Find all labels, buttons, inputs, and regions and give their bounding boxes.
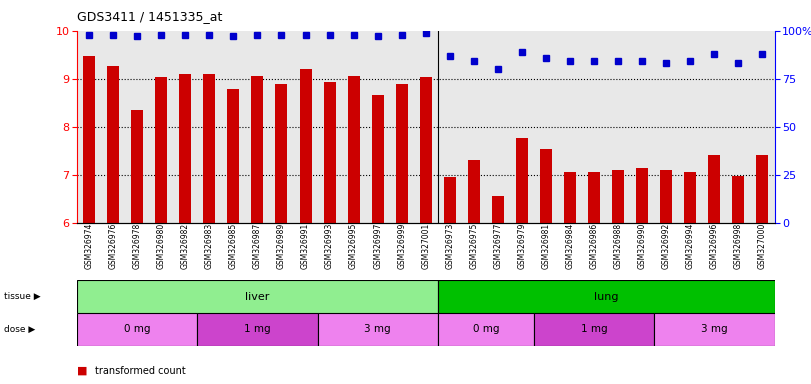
Text: GSM326993: GSM326993	[325, 223, 334, 269]
Bar	[660, 170, 672, 223]
Text: GSM326984: GSM326984	[565, 223, 574, 269]
Text: 1 mg: 1 mg	[581, 324, 607, 334]
Text: GSM326978: GSM326978	[133, 223, 142, 269]
Text: tissue ▶: tissue ▶	[4, 292, 41, 301]
Text: GSM326980: GSM326980	[157, 223, 165, 269]
Text: GSM326997: GSM326997	[373, 223, 382, 269]
Text: GSM326987: GSM326987	[253, 223, 262, 269]
Bar	[107, 66, 119, 223]
Bar	[396, 84, 408, 223]
Text: GSM326983: GSM326983	[205, 223, 214, 269]
Bar	[732, 176, 744, 223]
Bar	[83, 56, 95, 223]
Text: GSM326995: GSM326995	[349, 223, 358, 269]
Bar	[468, 161, 480, 223]
Bar	[155, 77, 167, 223]
Bar	[348, 76, 359, 223]
Bar	[516, 138, 528, 223]
Text: 0 mg: 0 mg	[124, 324, 150, 334]
Bar	[564, 172, 576, 223]
FancyBboxPatch shape	[438, 313, 534, 346]
Bar	[204, 74, 216, 223]
Text: GSM326981: GSM326981	[542, 223, 551, 269]
Text: dose ▶: dose ▶	[4, 325, 36, 334]
Bar	[324, 82, 336, 223]
Bar	[757, 155, 769, 223]
Bar	[251, 76, 264, 223]
FancyBboxPatch shape	[654, 313, 775, 346]
Text: GSM327001: GSM327001	[421, 223, 431, 269]
Text: GSM326985: GSM326985	[229, 223, 238, 269]
Text: GSM326994: GSM326994	[686, 223, 695, 269]
Bar	[444, 177, 456, 223]
Text: ■: ■	[77, 366, 88, 376]
Text: GSM326974: GSM326974	[84, 223, 93, 269]
Text: GDS3411 / 1451335_at: GDS3411 / 1451335_at	[77, 10, 222, 23]
Text: GSM326998: GSM326998	[734, 223, 743, 269]
Text: GSM326973: GSM326973	[445, 223, 454, 269]
Text: GSM326989: GSM326989	[277, 223, 286, 269]
FancyBboxPatch shape	[318, 313, 438, 346]
Bar	[684, 172, 697, 223]
Text: GSM326996: GSM326996	[710, 223, 719, 269]
Bar	[540, 149, 552, 223]
Text: GSM326999: GSM326999	[397, 223, 406, 269]
Text: GSM326986: GSM326986	[590, 223, 599, 269]
Bar	[492, 196, 504, 223]
Bar	[612, 170, 624, 223]
Bar	[636, 167, 648, 223]
Text: transformed count: transformed count	[95, 366, 186, 376]
Text: GSM326976: GSM326976	[109, 223, 118, 269]
Bar	[420, 77, 431, 223]
FancyBboxPatch shape	[534, 313, 654, 346]
Bar	[371, 94, 384, 223]
Text: GSM326992: GSM326992	[662, 223, 671, 269]
FancyBboxPatch shape	[438, 280, 775, 313]
Text: GSM326988: GSM326988	[614, 223, 623, 269]
Bar	[276, 84, 287, 223]
Bar	[588, 172, 600, 223]
Text: GSM327000: GSM327000	[758, 223, 767, 269]
Text: 1 mg: 1 mg	[244, 324, 271, 334]
Bar	[299, 69, 311, 223]
Bar	[179, 74, 191, 223]
Bar	[131, 110, 144, 223]
FancyBboxPatch shape	[197, 313, 318, 346]
Text: GSM326979: GSM326979	[517, 223, 526, 269]
Bar	[227, 89, 239, 223]
Bar	[708, 155, 720, 223]
Text: lung: lung	[594, 291, 619, 302]
Text: 3 mg: 3 mg	[364, 324, 391, 334]
Text: GSM326975: GSM326975	[470, 223, 478, 269]
Text: GSM326977: GSM326977	[493, 223, 503, 269]
Text: liver: liver	[245, 291, 269, 302]
Text: GSM326990: GSM326990	[637, 223, 646, 269]
FancyBboxPatch shape	[77, 313, 197, 346]
Text: 3 mg: 3 mg	[701, 324, 727, 334]
FancyBboxPatch shape	[77, 280, 438, 313]
Text: GSM326982: GSM326982	[181, 223, 190, 269]
Text: 0 mg: 0 mg	[473, 324, 499, 334]
Text: GSM326991: GSM326991	[301, 223, 310, 269]
